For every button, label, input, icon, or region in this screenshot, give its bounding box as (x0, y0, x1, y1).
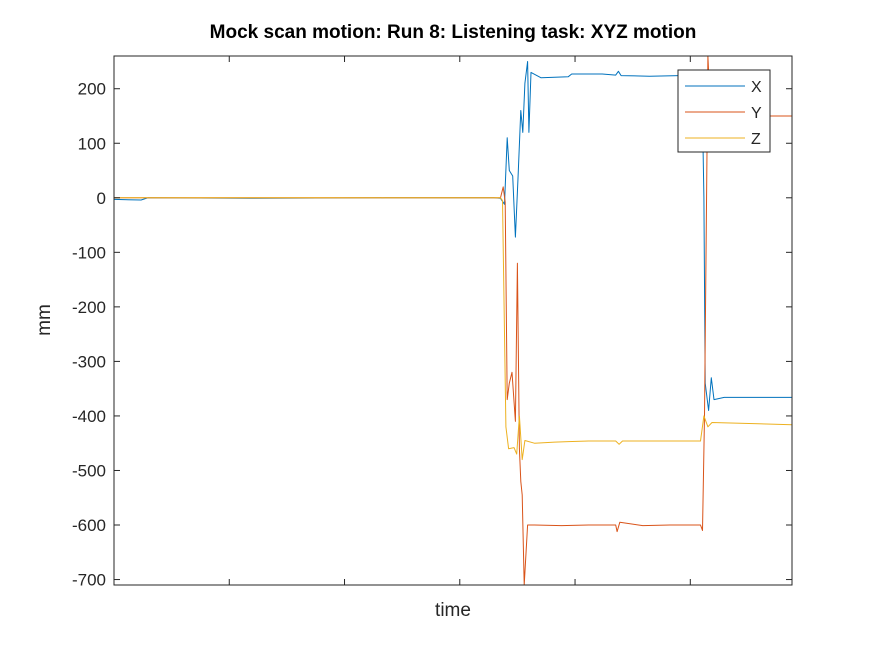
legend-label-z: Z (751, 131, 761, 148)
legend: XYZ (677, 69, 771, 153)
tick-layer: 200 100 0 -100 -200 -300 -400 -500 -600 -700 (72, 56, 793, 590)
y-tick-label: -400 (72, 407, 106, 426)
series-layer (114, 56, 792, 585)
y-tick-label: 0 (97, 189, 106, 208)
y-tick-label: -500 (72, 461, 106, 480)
y-tick-label: -300 (72, 352, 106, 371)
y-tick-label: -700 (72, 571, 106, 590)
y-tick-label: -600 (72, 516, 106, 535)
y-tick-label: 200 (78, 80, 106, 99)
series-line-y (114, 56, 792, 585)
y-tick-label: -200 (72, 298, 106, 317)
chart-title: Mock scan motion: Run 8: Listening task:… (210, 22, 697, 43)
y-tick-label: 100 (78, 134, 106, 153)
y-axis-label: mm (34, 304, 55, 336)
legend-label-y: Y (751, 105, 762, 122)
axes-box (113, 55, 793, 586)
y-tick-label: -100 (72, 243, 106, 262)
series-line-z (114, 197, 792, 461)
x-axis-label: time (435, 600, 471, 621)
legend-label-x: X (751, 79, 762, 96)
